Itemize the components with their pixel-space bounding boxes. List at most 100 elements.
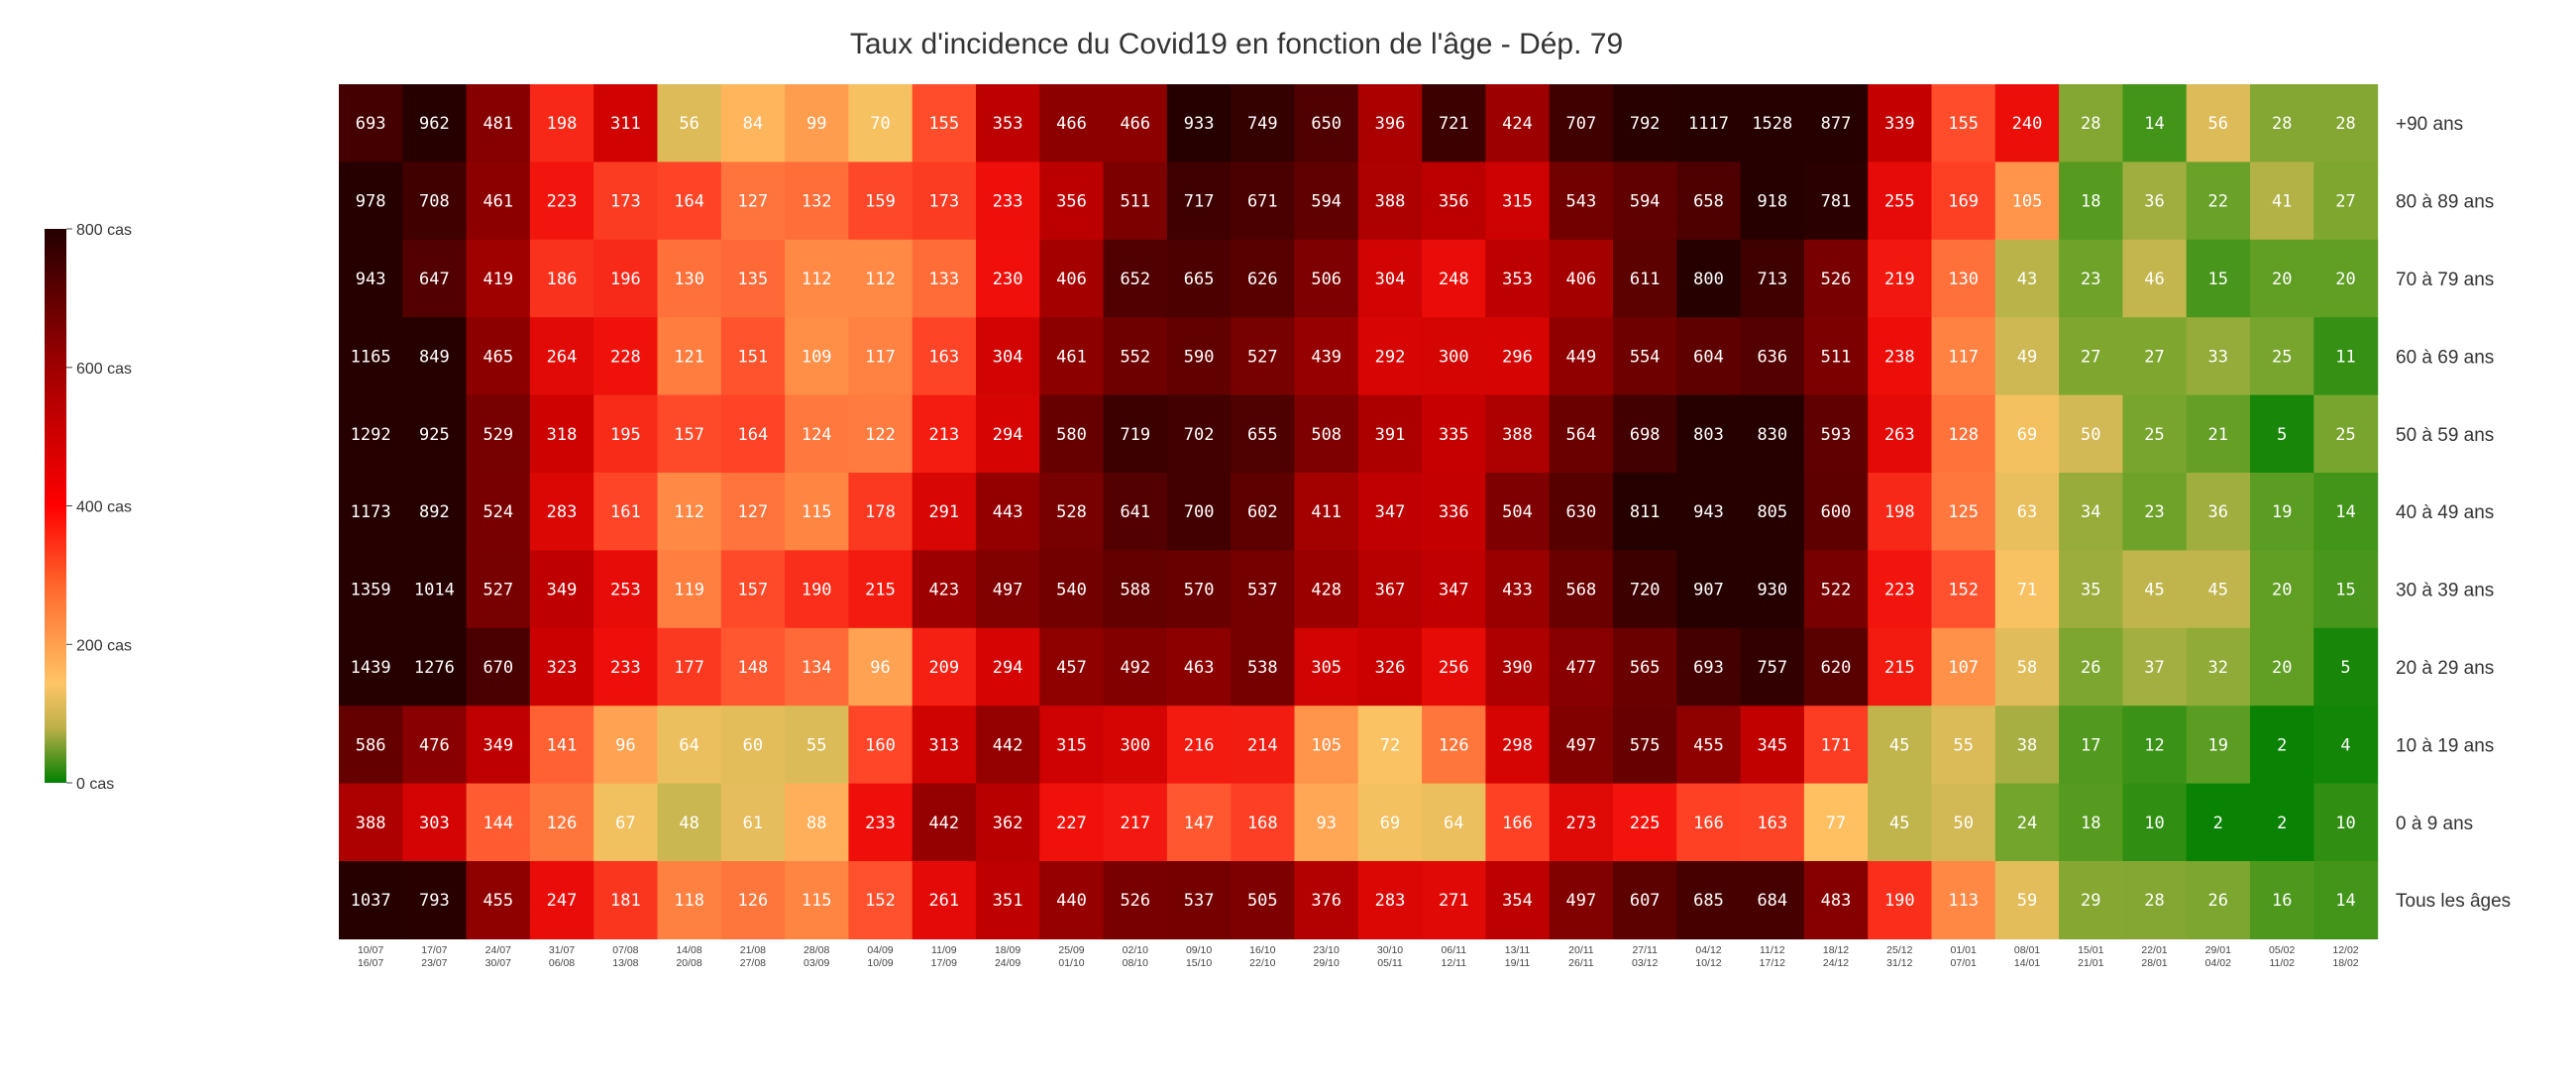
cell-value-label: 641 [1120,502,1150,522]
row-labels: +90 ans 80 à 89 ans 70 à 79 ans 60 à 69 ans… [2396,114,2511,912]
heatmap-cell [2059,473,2123,551]
heatmap-cell [1294,861,1359,939]
cell-value-label: 611 [1630,270,1661,289]
cell-value-label: 109 [802,347,832,367]
cell-value-label: 126 [547,814,578,833]
cell-value-label: 719 [1120,425,1150,445]
cell-value-label: 213 [928,425,959,445]
cell-value-label: 466 [1056,114,1087,134]
cell-value-label: 1359 [351,581,391,600]
cell-value-label: 354 [1502,891,1533,911]
column-label-end: 03/12 [1632,957,1658,969]
heatmap-cell [848,394,913,474]
cell-value-label: 353 [993,114,1023,134]
heatmap-cell [1357,239,1423,318]
cell-value-label: 99 [806,114,826,134]
cell-value-label: 892 [419,502,450,522]
heatmap-cell [466,627,531,707]
column-label-end: 10/09 [867,957,893,969]
heatmap-cell [1166,783,1232,862]
cell-value-label: 428 [1311,581,1342,600]
cell-value-label: 537 [1247,581,1278,600]
cell-value-label: 620 [1821,658,1852,678]
cell-value-label: 5 [2277,425,2287,445]
heatmap-cell [1039,239,1105,318]
cell-value-label: 152 [1948,581,1979,600]
heatmap-cell [720,706,786,785]
heatmap-cell [2059,317,2123,396]
heatmap-cell [1039,84,1105,163]
colorbar: 0 cas 200 cas 400 cas 600 cas 800 cas [45,222,132,793]
column-label-end: 30/07 [485,957,511,969]
heatmap-cell [339,239,403,318]
heatmap-cell [1103,473,1168,551]
heatmap-cell [466,783,531,862]
column-label-start: 21/08 [740,944,766,956]
heatmap-cell [1294,394,1359,474]
cell-value-label: 132 [802,192,832,212]
heatmap-cell [1740,84,1805,163]
column-label-start: 25/09 [1058,944,1084,956]
heatmap-cell [1039,861,1105,939]
cell-value-label: 20 [2272,270,2292,289]
cell-value-label: 626 [1247,270,1278,289]
heatmap-cell [1676,84,1742,163]
heatmap-cell [2250,162,2314,241]
heatmap-cell [912,84,977,163]
cell-value-label: 461 [1056,347,1087,367]
cell-value-label: 28 [2335,114,2355,134]
row-label: 0 à 9 ans [2396,814,2473,834]
heatmap-cell [2313,239,2379,318]
cell-value-label: 713 [1757,270,1787,289]
cell-value-label: 406 [1056,270,1087,289]
cell-value-label: 367 [1375,581,1406,600]
heatmap-cell [657,239,722,318]
cell-value-label: 196 [610,270,641,289]
heatmap-cell [2250,473,2314,551]
cell-value-label: 70 [870,114,890,134]
cell-value-label: 830 [1757,425,1787,445]
heatmap-cell [2122,239,2188,318]
heatmap-cell [1868,162,1933,241]
cell-value-label: 119 [674,581,704,600]
cell-value-label: 2 [2277,814,2287,833]
heatmap-cell [1166,394,1232,474]
row-label: 30 à 39 ans [2396,581,2494,601]
heatmap-cell [1294,162,1359,241]
column-label-start: 07/08 [612,944,638,956]
cell-value-label: 506 [1311,270,1342,289]
cell-value-label: 315 [1502,192,1533,212]
heatmap-cell [1231,394,1296,474]
cell-value-label: 593 [1821,425,1852,445]
heatmap-cell [593,550,659,629]
cell-value-label: 349 [547,581,578,600]
heatmap-cell [529,706,594,785]
heatmap-cell [1740,706,1805,785]
column-label-end: 03/09 [804,957,829,969]
heatmap-cell [1549,783,1614,862]
cell-value-label: 580 [1056,425,1087,445]
heatmap-cell [339,84,403,163]
heatmap-cell [1357,473,1423,551]
heatmap-cell [529,861,594,939]
heatmap-cell [1357,394,1423,474]
heatmap-cell [657,706,722,785]
cell-value-label: 69 [2017,425,2037,445]
column-label-end: 15/10 [1186,957,1212,969]
cell-value-label: 216 [1184,735,1215,755]
heatmap-cell [2186,627,2251,707]
heatmap-cell [720,84,786,163]
column-label-end: 17/09 [931,957,957,969]
cell-value-label: 169 [1948,192,1979,212]
cell-value-label: 296 [1502,347,1533,367]
cell-value-label: 1165 [351,347,391,367]
heatmap-cell [1357,84,1423,163]
cell-value-label: 466 [1120,114,1150,134]
heatmap-cell [976,473,1040,551]
cell-value-label: 800 [1693,270,1724,289]
cell-value-label: 16 [2272,891,2292,911]
cell-value-label: 166 [1693,814,1724,833]
cell-value-label: 693 [1693,658,1724,678]
cell-value-label: 223 [547,192,578,212]
cell-value-label: 124 [802,425,832,445]
